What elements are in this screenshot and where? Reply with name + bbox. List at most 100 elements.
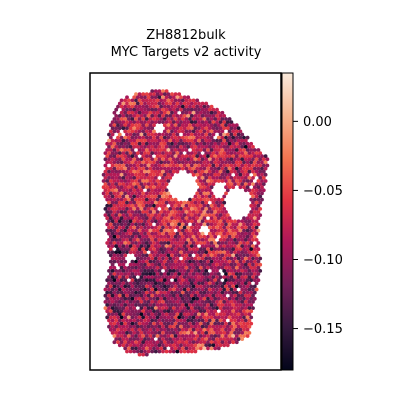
spot: [202, 265, 207, 270]
spot: [132, 101, 137, 106]
spot: [211, 120, 216, 124]
spot: [200, 132, 205, 137]
spot: [218, 151, 223, 156]
spot: [252, 166, 257, 171]
spot: [182, 238, 187, 242]
spot: [173, 290, 178, 295]
spot: [211, 126, 216, 131]
spot: [180, 327, 185, 332]
spot: [177, 346, 182, 351]
spot: [121, 157, 126, 162]
spot: [206, 278, 210, 283]
spot: [182, 213, 187, 218]
spot: [125, 287, 129, 292]
spot: [159, 216, 164, 221]
spot: [216, 222, 221, 227]
spot: [143, 219, 147, 224]
spot: [224, 334, 228, 338]
spot: [175, 331, 180, 335]
spot: [123, 228, 128, 233]
spot: [164, 89, 169, 93]
spot: [125, 293, 129, 298]
spot: [155, 154, 160, 159]
spot: [126, 334, 131, 338]
spot: [175, 275, 180, 279]
spot: [206, 191, 210, 196]
spot: [168, 318, 173, 323]
spot: [175, 318, 180, 323]
spot: [231, 265, 236, 270]
spot: [238, 272, 243, 276]
spot: [256, 210, 261, 214]
spot: [139, 213, 144, 218]
spot: [231, 253, 236, 258]
spot: [161, 256, 165, 261]
spot: [245, 172, 250, 177]
spot: [206, 247, 210, 252]
spot: [225, 262, 230, 267]
spot: [249, 290, 254, 295]
spot: [103, 188, 108, 193]
spot: [233, 281, 237, 286]
spot: [121, 107, 126, 112]
spot: [222, 269, 227, 273]
spot: [234, 259, 239, 264]
spot: [180, 104, 185, 109]
spot: [107, 275, 111, 279]
spot: [224, 284, 228, 289]
spot: [180, 278, 185, 283]
spot: [215, 256, 219, 261]
spot: [139, 238, 144, 242]
spot: [171, 306, 176, 310]
spot: [204, 169, 209, 174]
spot: [225, 269, 230, 273]
spot: [195, 303, 200, 307]
spot: [139, 262, 144, 267]
spot: [186, 269, 191, 273]
spot: [254, 200, 259, 205]
spot: [197, 176, 201, 180]
spot: [108, 141, 113, 146]
spot: [166, 197, 171, 202]
spot: [186, 281, 191, 286]
spot: [233, 256, 237, 261]
spot: [211, 300, 216, 304]
spot: [139, 343, 144, 348]
spot: [112, 123, 117, 128]
spot: [162, 179, 167, 183]
spot: [152, 340, 156, 345]
spot: [247, 300, 252, 304]
spot: [229, 281, 234, 286]
spot: [148, 346, 153, 351]
spot: [189, 107, 194, 112]
spot: [236, 244, 241, 249]
spot: [233, 287, 237, 292]
spot: [218, 213, 223, 218]
spot: [148, 179, 153, 183]
spot: [112, 185, 117, 190]
spot: [132, 331, 137, 335]
spot: [117, 231, 122, 236]
spot: [224, 160, 228, 165]
spot: [249, 315, 254, 320]
spot: [195, 104, 200, 109]
spot: [141, 272, 146, 276]
spot: [229, 219, 234, 224]
spot: [252, 222, 257, 227]
spot: [197, 312, 201, 317]
spot: [148, 129, 153, 134]
spot: [116, 172, 120, 177]
spot: [107, 312, 111, 317]
spot: [229, 331, 234, 335]
spot: [200, 169, 205, 174]
spot: [159, 321, 164, 326]
spot: [222, 318, 227, 323]
spot: [177, 284, 182, 289]
spot: [209, 334, 214, 338]
spot: [117, 219, 122, 224]
spot: [236, 269, 241, 273]
spot: [134, 117, 138, 121]
spot: [243, 269, 248, 273]
spot: [144, 303, 149, 307]
spot: [123, 203, 128, 208]
